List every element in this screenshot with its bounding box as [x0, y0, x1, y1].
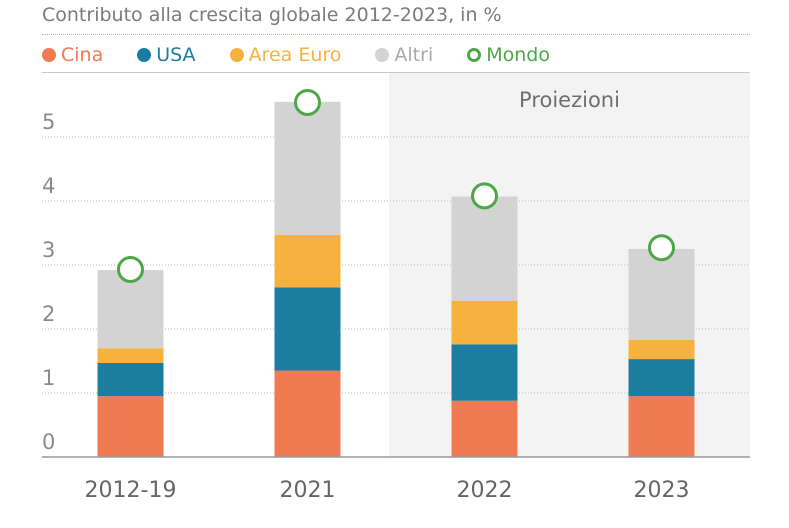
title-divider [42, 34, 750, 35]
y-tick-label-1: 1 [42, 366, 55, 390]
bar-cina-2012-19 [97, 396, 164, 457]
bar-usa-2022 [451, 344, 518, 401]
bar-area-euro-2022 [451, 300, 518, 345]
legend-label-area-euro: Area Euro [248, 44, 342, 66]
projection-region [389, 73, 750, 457]
marker-mondo-2022 [471, 182, 498, 210]
bar-usa-2023 [628, 359, 695, 397]
bar-area-euro-2023 [628, 339, 695, 360]
legend-swatch-altri [375, 48, 390, 62]
y-tick-label-0: 0 [42, 430, 55, 454]
y-tick-label-3: 3 [42, 238, 55, 262]
bar-altri-2023 [628, 249, 695, 340]
legend-label-cina: Cina [61, 44, 104, 66]
marker-mondo-2012-19 [117, 255, 144, 283]
marker-mondo-2023 [648, 234, 675, 262]
marker-mondo-2021 [294, 88, 321, 116]
legend-label-mondo: Mondo [486, 44, 550, 66]
x-category-label-2023: 2023 [634, 478, 690, 503]
legend-item-cina: Cina [42, 44, 103, 66]
bar-usa-2021 [274, 287, 341, 371]
x-category-label-2021: 2021 [280, 478, 336, 503]
y-tick-label-2: 2 [42, 302, 55, 326]
y-tick-label-4: 4 [42, 174, 55, 198]
legend-swatch-mondo [467, 48, 482, 62]
legend-divider [42, 72, 750, 73]
legend-label-altri: Altri [394, 44, 434, 66]
legend: Cina USA Area Euro Altri Mondo [42, 42, 584, 68]
x-category-label-2022: 2022 [457, 478, 513, 503]
legend-item-mondo: Mondo [467, 44, 550, 66]
x-category-label-2012-19: 2012-19 [85, 478, 177, 503]
bar-altri-2021 [274, 101, 341, 235]
legend-swatch-area-euro [229, 48, 244, 62]
legend-item-altri: Altri [375, 44, 433, 66]
bar-cina-2023 [628, 396, 695, 457]
bar-altri-2022 [451, 196, 518, 301]
chart-title: Contributo alla crescita globale 2012-20… [42, 4, 502, 26]
y-tick-label-5: 5 [42, 110, 55, 134]
bar-area-euro-2021 [274, 234, 341, 288]
legend-item-area-euro: Area Euro [229, 44, 342, 66]
bar-cina-2021 [274, 370, 341, 457]
legend-swatch-cina [42, 48, 56, 62]
bar-usa-2012-19 [97, 362, 164, 397]
bar-altri-2012-19 [97, 270, 164, 349]
legend-swatch-usa [137, 48, 152, 62]
legend-item-usa: USA [137, 44, 196, 66]
bar-area-euro-2012-19 [97, 348, 164, 363]
bar-cina-2022 [451, 400, 518, 457]
projection-label: Proiezioni [519, 88, 620, 112]
legend-label-usa: USA [156, 44, 196, 66]
